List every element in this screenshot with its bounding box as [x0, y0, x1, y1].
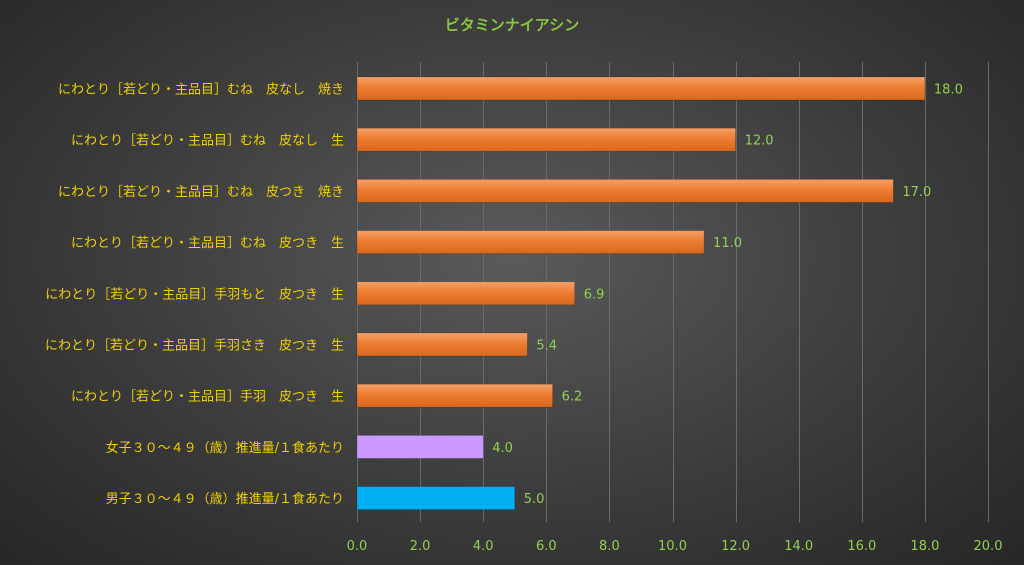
category-label: にわとり［若どり・主品目］手羽 皮つき 生 [71, 389, 344, 405]
x-axis-tick-labels: 0.0 2.0 4.0 6.0 8.0 10.0 12.0 14.0 16.0 18.0 20.0 [347, 539, 1003, 554]
bar [356, 383, 553, 408]
data-label: 12.0 [745, 134, 774, 149]
x-tick-label: 4.0 [473, 539, 494, 554]
data-label: 5.4 [536, 339, 557, 354]
data-label: 17.0 [902, 185, 931, 200]
x-tick-label: 2.0 [410, 539, 431, 554]
x-tick-label: 0.0 [347, 539, 368, 554]
category-label: にわとり［若どり・主品目］むね 皮なし 生 [71, 133, 344, 149]
category-label: にわとり［若どり・主品目］むね 皮つき 焼き [58, 184, 344, 200]
bar [356, 332, 528, 357]
bar [356, 435, 484, 459]
bar [356, 179, 894, 203]
x-tick-label: 18.0 [910, 539, 939, 554]
data-label: 6.9 [584, 287, 605, 302]
data-label: 5.0 [524, 492, 545, 507]
bar [356, 486, 516, 510]
data-label: 18.0 [934, 83, 963, 98]
category-label: にわとり［若どり・主品目］手羽さき 皮つき 生 [45, 338, 344, 354]
bars [356, 76, 926, 510]
data-label: 11.0 [713, 236, 742, 251]
data-label: 4.0 [492, 441, 513, 456]
data-label: 6.2 [562, 390, 583, 405]
x-tick-label: 8.0 [599, 539, 620, 554]
bar [356, 281, 575, 306]
chart-title: ビタミンナイアシン [445, 16, 579, 34]
x-tick-label: 10.0 [658, 539, 687, 554]
data-labels: 18.0 12.0 17.0 11.0 6.9 5.4 6.2 4.0 5.0 [492, 83, 963, 508]
bar [356, 230, 705, 254]
category-label: にわとり［若どり・主品目］むね 皮なし 焼き [58, 82, 344, 98]
bar [356, 127, 736, 152]
x-tick-label: 14.0 [784, 539, 813, 554]
x-tick-label: 16.0 [847, 539, 876, 554]
category-label: にわとり［若どり・主品目］手羽もと 皮つき 生 [45, 286, 344, 302]
category-label: にわとり［若どり・主品目］むね 皮つき 生 [71, 235, 344, 251]
category-label: 女子３０～４９（歳）推進量/１食あたり [106, 440, 344, 456]
x-tick-label: 12.0 [721, 539, 750, 554]
x-tick-label: 6.0 [536, 539, 557, 554]
x-tick-label: 20.0 [974, 539, 1003, 554]
category-label: 男子３０～４９（歳）推進量/１食あたり [106, 491, 344, 507]
bar [356, 76, 926, 101]
